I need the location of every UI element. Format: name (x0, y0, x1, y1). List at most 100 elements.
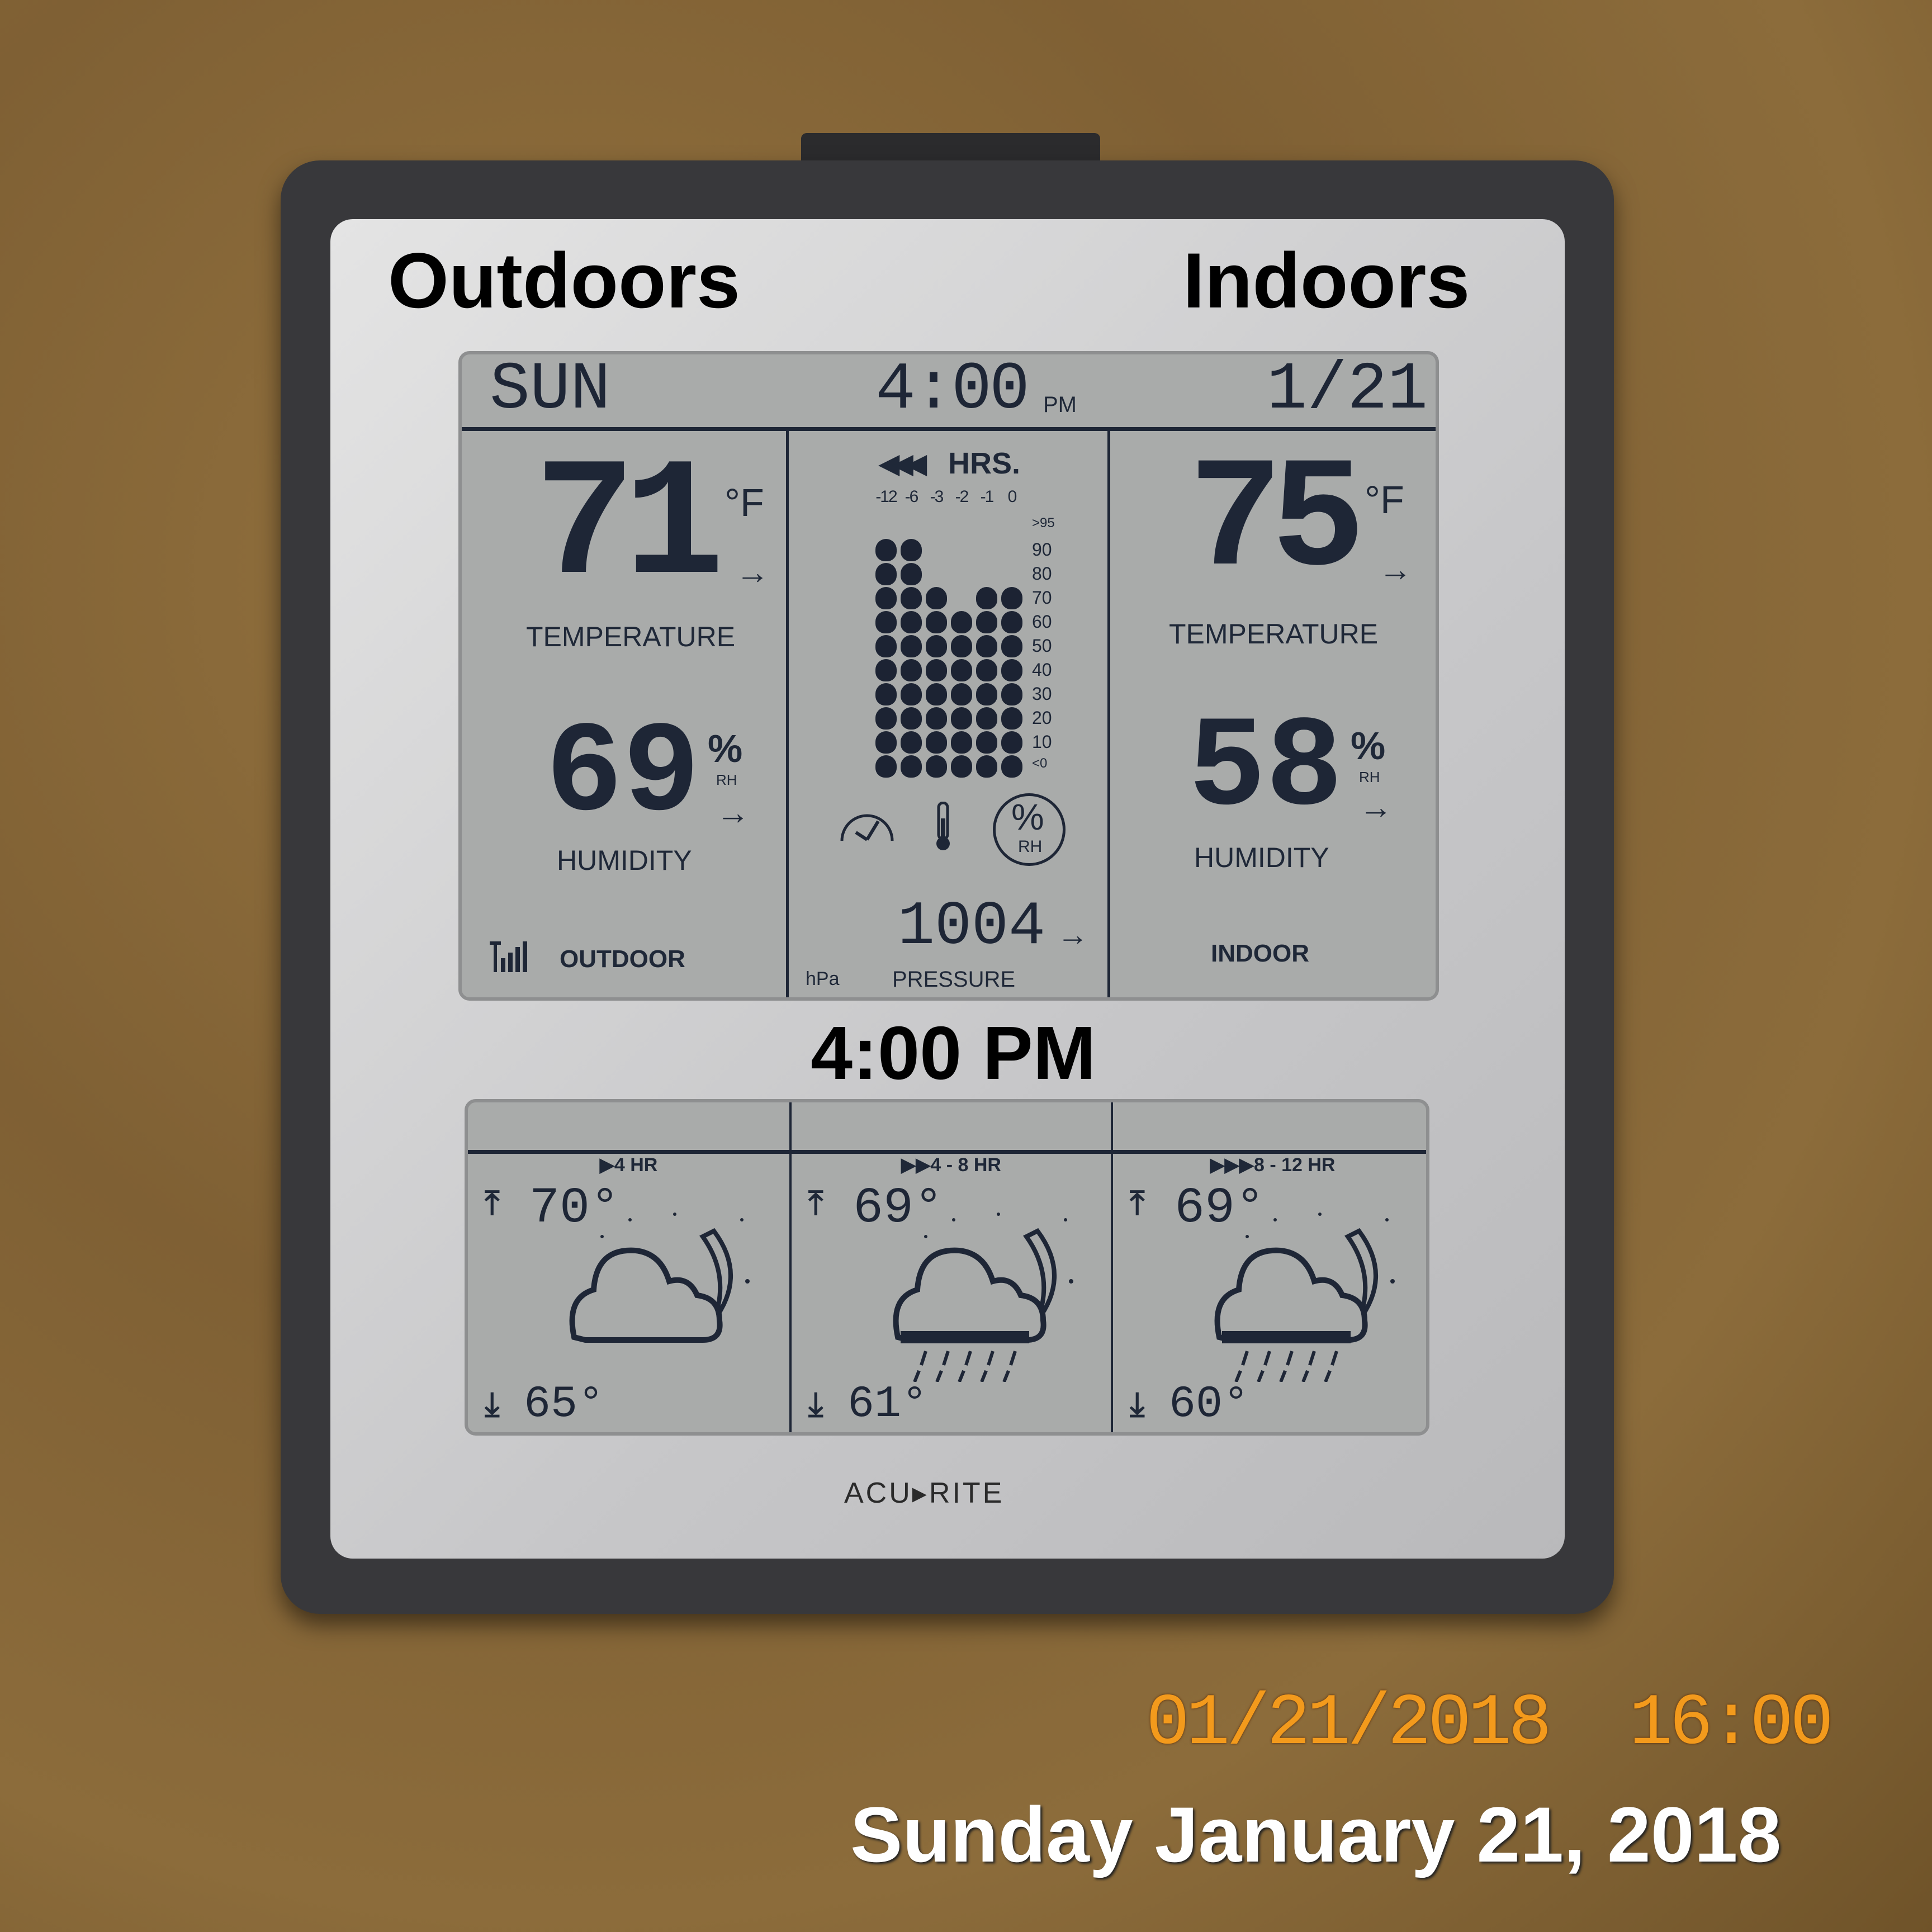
history-bar-segment (926, 659, 947, 681)
history-bar-segment (926, 731, 947, 754)
high-arrow-icon: ⤒ (808, 1184, 823, 1221)
pressure-unit: hPa (806, 968, 840, 989)
scale-tick-label: 40 (1032, 660, 1052, 680)
history-bar-segment (901, 683, 922, 705)
forecast-low: 61° (847, 1379, 929, 1430)
history-hours: -12 -6 -3 -2 -1 0 (462, 354, 1436, 997)
pressure-trend-arrow-icon: → (1057, 917, 1088, 952)
history-scale: >95 90 80 70 60 50 40 30 20 10 <0 (462, 354, 1436, 997)
barometer-icon[interactable] (836, 802, 898, 846)
history-bar-segment (926, 587, 947, 609)
history-bar-segment (875, 731, 897, 754)
history-bar-segment (926, 635, 947, 657)
humidity-icon-rh: RH (1018, 837, 1043, 856)
indoor-humidity-trend-arrow-icon: → (1359, 788, 1393, 826)
outdoor-temperature-label: TEMPERATURE (526, 621, 736, 652)
indoor-temp-trend-arrow-icon: → (1379, 551, 1412, 588)
history-bar-segment (1001, 635, 1022, 657)
history-arrows-icon: ◀◀◀ (878, 448, 927, 479)
forecast-divider (468, 1150, 1426, 1154)
history-bar-segment (926, 755, 947, 778)
cloudy-rain-night-icon (1214, 1213, 1395, 1382)
history-bar-segment (901, 635, 922, 657)
low-arrow-icon: ⤓ (1130, 1385, 1145, 1423)
forecast-period: ▶4 HR (599, 1154, 658, 1176)
history-bar-segment (976, 731, 997, 754)
history-bars (462, 354, 1436, 997)
history-bar-segment (976, 755, 997, 778)
history-bar-segment (901, 659, 922, 681)
cloudy-rain-night-icon (893, 1213, 1073, 1382)
clock-display: 4:00 (875, 352, 1030, 428)
partly-cloudy-night-icon (569, 1213, 750, 1343)
column-divider (1107, 431, 1110, 997)
history-bar-segment (1001, 683, 1022, 705)
history-bar-segment (976, 635, 997, 657)
history-bar-segment (901, 731, 922, 754)
scale-tick-label: 80 (1032, 564, 1052, 584)
history-bar-segment (901, 755, 922, 778)
history-bar-segment (875, 611, 897, 633)
history-bar-segment (875, 539, 897, 561)
hour-tick-label: -2 (955, 487, 969, 506)
indoors-label: Indoors (1183, 236, 1470, 324)
hour-tick-label: -12 (875, 487, 897, 506)
forecast-low: 60° (1169, 1379, 1250, 1430)
outdoor-rh-label: RH (716, 771, 737, 788)
humidity-icon[interactable]: % RH (993, 793, 1066, 866)
history-bar-segment (901, 611, 922, 633)
forecast-period: ▶▶4 - 8 HR (901, 1154, 1001, 1176)
history-bar-segment (901, 539, 922, 561)
outdoor-humidity-label: HUMIDITY (557, 845, 692, 876)
indoor-temp-unit: °F (1365, 478, 1404, 522)
outdoor-section-label: OUTDOOR (560, 945, 685, 973)
indoor-temperature-label: TEMPERATURE (1169, 618, 1379, 650)
forecast-high: 70° (529, 1180, 621, 1237)
scale-tick-label: >95 (1032, 515, 1055, 531)
forecast-high: 69° (853, 1180, 944, 1237)
history-bar-segment (976, 611, 997, 633)
history-bar-segment (1001, 659, 1022, 681)
indoor-humidity: 58 (1188, 697, 1343, 842)
forecast-high: 69° (1175, 1180, 1266, 1237)
history-bar-segment (951, 659, 972, 681)
forecast-low: 65° (524, 1379, 605, 1430)
history-bar-segment (1001, 731, 1022, 754)
indoor-section-label: INDOOR (1211, 940, 1309, 967)
high-arrow-icon: ⤒ (485, 1184, 500, 1221)
scale-tick-label: 20 (1032, 708, 1052, 728)
history-bar-segment (926, 707, 947, 730)
low-arrow-icon: ⤓ (485, 1385, 500, 1423)
history-bar-segment (951, 731, 972, 754)
history-bar-segment (1001, 755, 1022, 778)
humidity-icon-percent: % (1011, 796, 1044, 837)
hour-tick-label: 0 (1007, 487, 1017, 506)
history-bar-segment (976, 587, 997, 609)
outdoor-humidity-trend-arrow-icon: → (716, 794, 750, 831)
outdoor-temperature: 71 (534, 433, 724, 623)
high-arrow-icon: ⤒ (1130, 1184, 1145, 1221)
history-title: HRS. (948, 447, 1021, 480)
header-divider (462, 427, 1436, 431)
history-bar-segment (951, 683, 972, 705)
hour-tick-label: -3 (930, 487, 944, 506)
ampm-indicator: PM (1043, 392, 1077, 417)
scale-tick-label: 10 (1032, 732, 1052, 752)
indoor-rh-label: RH (1359, 769, 1380, 785)
forecast-lcd: ▶4 HR ⤒ 70° ⤓ 65° ▶▶4 - 8 HR ⤒ 69° ⤓ 61°… (465, 1099, 1429, 1436)
history-bar-segment (901, 563, 922, 585)
history-bar-segment (926, 683, 947, 705)
history-bar-segment (976, 683, 997, 705)
outdoor-humidity-unit: % (708, 727, 743, 770)
history-bar-segment (875, 659, 897, 681)
forecast-panel: ▶4 HR ⤒ 70° ⤓ 65° (468, 1102, 789, 1432)
scale-tick-label: 60 (1032, 612, 1052, 632)
pressure-label: PRESSURE (892, 967, 1016, 992)
forecast-period: ▶▶▶8 - 12 HR (1210, 1154, 1336, 1176)
history-bar-segment (951, 635, 972, 657)
acurite-logo: ACU▸RITE (844, 1477, 1005, 1509)
history-bar-segment (951, 611, 972, 633)
history-bar-segment (976, 707, 997, 730)
thermometer-icon[interactable] (934, 801, 956, 852)
scale-tick-label: 70 (1032, 588, 1052, 608)
